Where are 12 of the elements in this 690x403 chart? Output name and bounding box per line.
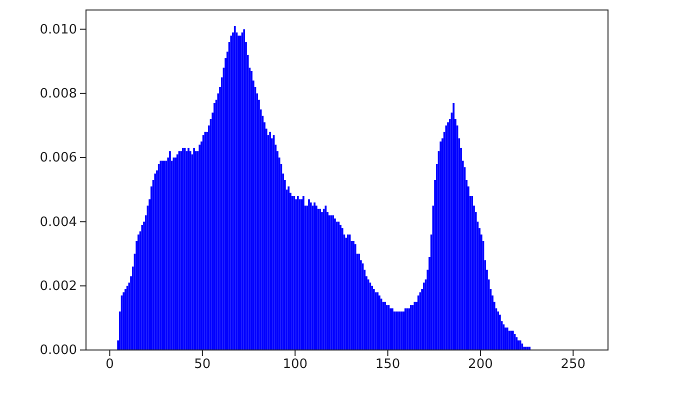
y-tick-label: 0.002 xyxy=(40,279,77,294)
x-tick-label: 150 xyxy=(375,357,400,372)
y-tick-label: 0.010 xyxy=(40,22,77,38)
y-tick-label: 0.000 xyxy=(40,343,77,358)
x-tick-label: 200 xyxy=(468,357,493,372)
x-tick-label: 0 xyxy=(106,357,114,372)
x-tick-label: 100 xyxy=(282,357,308,372)
x-tick-label: 50 xyxy=(194,357,211,372)
x-tick-label: 250 xyxy=(560,357,586,372)
y-tick-label: 0.008 xyxy=(40,86,77,102)
y-tick-label: 0.006 xyxy=(40,150,77,166)
y-tick-label: 0.004 xyxy=(40,214,77,230)
